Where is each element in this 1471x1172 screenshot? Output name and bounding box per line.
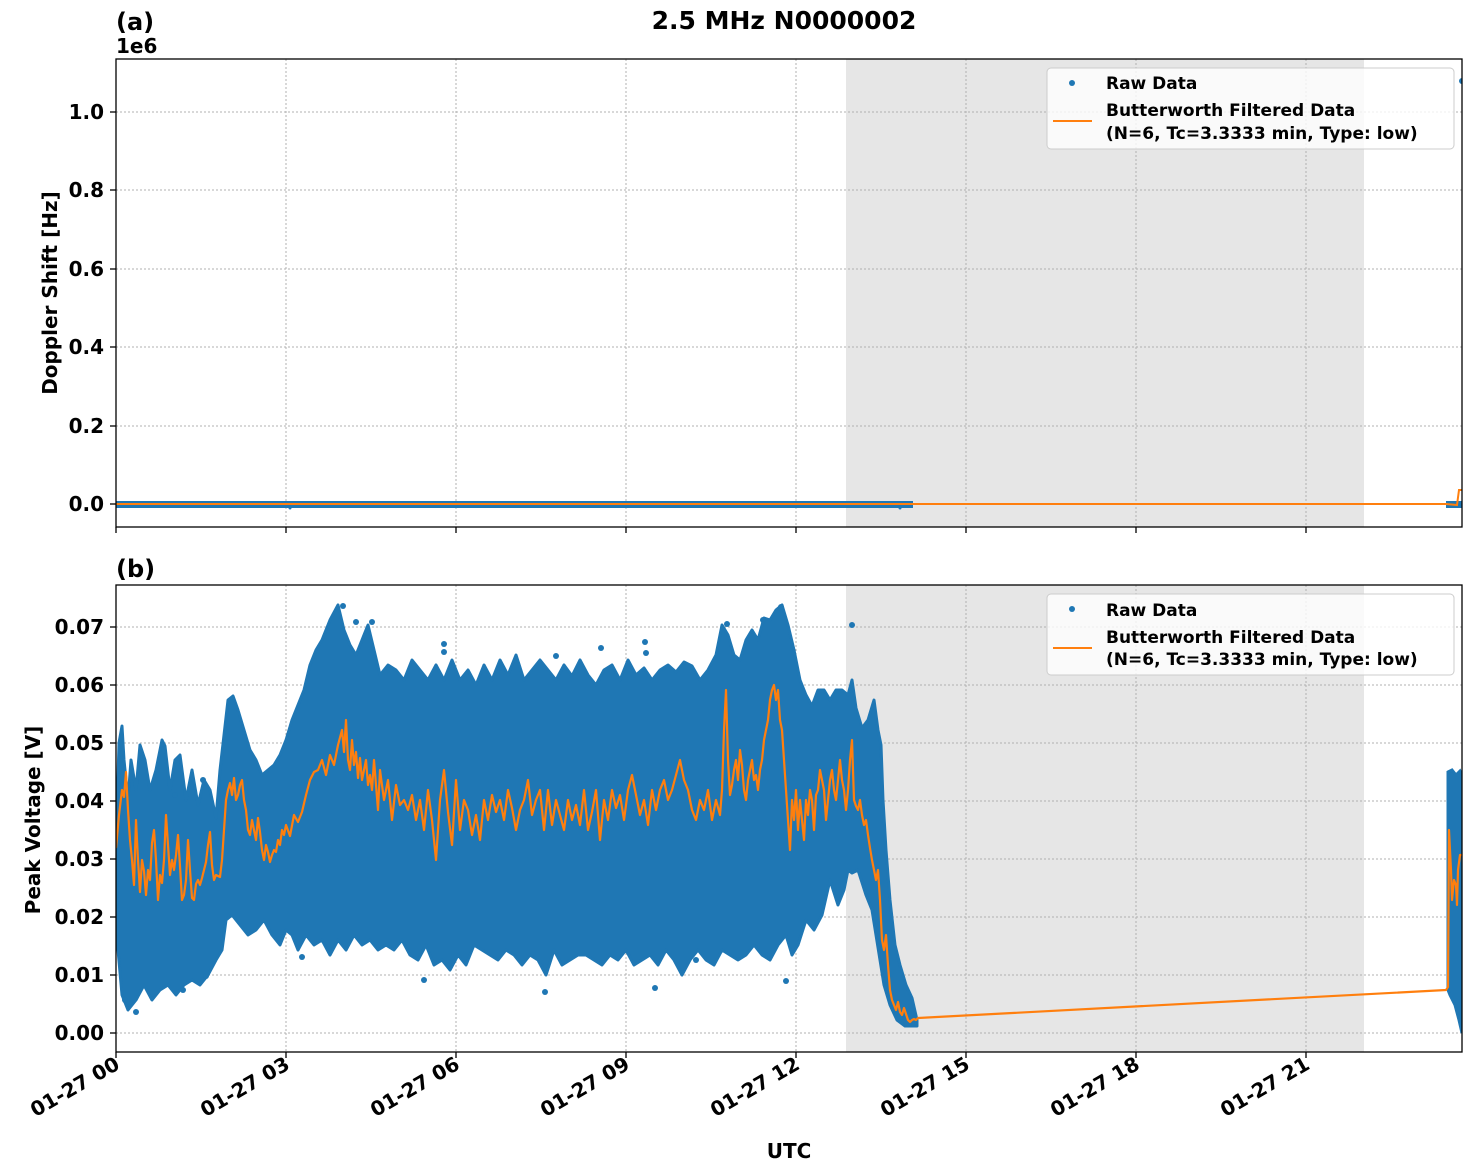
x-axis-label: UTC bbox=[767, 1139, 812, 1163]
legend-raw-marker-icon bbox=[1069, 80, 1075, 86]
panel-a-x-ticks bbox=[115, 527, 1307, 533]
legend-filtered-label-1: Butterworth Filtered Data bbox=[1106, 101, 1355, 121]
y-tick-label: 0.06 bbox=[55, 673, 104, 697]
panel-b-frame bbox=[115, 584, 1463, 1053]
y-tick-label: 0.4 bbox=[69, 335, 104, 359]
panel-b-y-ticks bbox=[110, 626, 116, 1034]
panel-b-raw-outliers bbox=[122, 603, 855, 1015]
panel-a-y-axis-label: Doppler Shift [Hz] bbox=[38, 191, 62, 395]
y-tick-label: 0.01 bbox=[55, 963, 104, 987]
panel-b-legend: Raw Data Butterworth Filtered Data (N=6,… bbox=[1046, 593, 1455, 676]
legend-raw-label: Raw Data bbox=[1106, 74, 1197, 94]
x-tick-label: 01-27 21 bbox=[1216, 1052, 1314, 1122]
y-tick-label: 0.02 bbox=[55, 905, 104, 929]
panel-a-frame bbox=[115, 58, 1463, 528]
x-tick-label: 01-27 15 bbox=[876, 1052, 974, 1122]
y-tick-label: 0.05 bbox=[55, 731, 104, 755]
legend-filtered-label-2: (N=6, Tc=3.3333 min, Type: low) bbox=[1106, 650, 1418, 670]
panel-b-filtered-line bbox=[116, 683, 1462, 1024]
x-tick-label: 01-27 06 bbox=[366, 1052, 464, 1122]
legend-raw-marker-icon bbox=[1069, 606, 1075, 612]
y-tick-label: 1.0 bbox=[69, 100, 104, 124]
y-tick-label: 0.04 bbox=[55, 789, 104, 813]
panel-a-y-ticks bbox=[110, 111, 116, 505]
panel-a: (a) 1e6 bbox=[38, 8, 1463, 533]
panel-b-raw-data-tail bbox=[1446, 768, 1462, 1034]
y-tick-label: 0.0 bbox=[69, 492, 104, 516]
panel-b: (b) bbox=[21, 555, 1463, 1163]
panel-b-y-axis-label: Peak Voltage [V] bbox=[21, 726, 45, 915]
figure-title: 2.5 MHz N0000002 bbox=[652, 6, 917, 35]
panel-a-filtered-line bbox=[116, 489, 1462, 507]
panel-a-legend: Raw Data Butterworth Filtered Data (N=6,… bbox=[1046, 67, 1455, 150]
y-tick-label: 0.00 bbox=[55, 1021, 104, 1045]
panel-b-label: (b) bbox=[116, 555, 155, 583]
x-tick-label: 01-27 00 bbox=[26, 1052, 124, 1122]
legend-raw-label: Raw Data bbox=[1106, 601, 1197, 621]
panel-b-x-tick-labels: 01-27 00 01-27 03 01-27 06 01-27 09 01-2… bbox=[26, 1052, 1314, 1122]
panel-a-y-tick-labels: 0.0 0.2 0.4 0.6 0.8 1.0 bbox=[69, 100, 104, 516]
x-tick-label: 01-27 03 bbox=[196, 1052, 294, 1122]
y-tick-label: 0.8 bbox=[69, 178, 104, 202]
panel-a-offset-text: 1e6 bbox=[116, 34, 157, 58]
legend-filtered-label-2: (N=6, Tc=3.3333 min, Type: low) bbox=[1106, 124, 1418, 144]
x-tick-label: 01-27 09 bbox=[536, 1052, 634, 1122]
x-tick-label: 01-27 12 bbox=[706, 1052, 804, 1122]
panel-b-y-tick-labels: 0.00 0.01 0.02 0.03 0.04 0.05 0.06 0.07 bbox=[55, 615, 104, 1045]
panel-b-x-ticks bbox=[115, 1052, 1307, 1058]
y-tick-label: 0.07 bbox=[55, 615, 104, 639]
y-tick-label: 0.2 bbox=[69, 414, 104, 438]
panel-b-raw-data bbox=[116, 603, 919, 1028]
x-tick-label: 01-27 18 bbox=[1046, 1052, 1144, 1122]
y-tick-label: 0.03 bbox=[55, 847, 104, 871]
panel-a-label: (a) bbox=[116, 8, 154, 36]
y-tick-label: 0.6 bbox=[69, 257, 104, 281]
legend-filtered-label-1: Butterworth Filtered Data bbox=[1106, 628, 1355, 648]
